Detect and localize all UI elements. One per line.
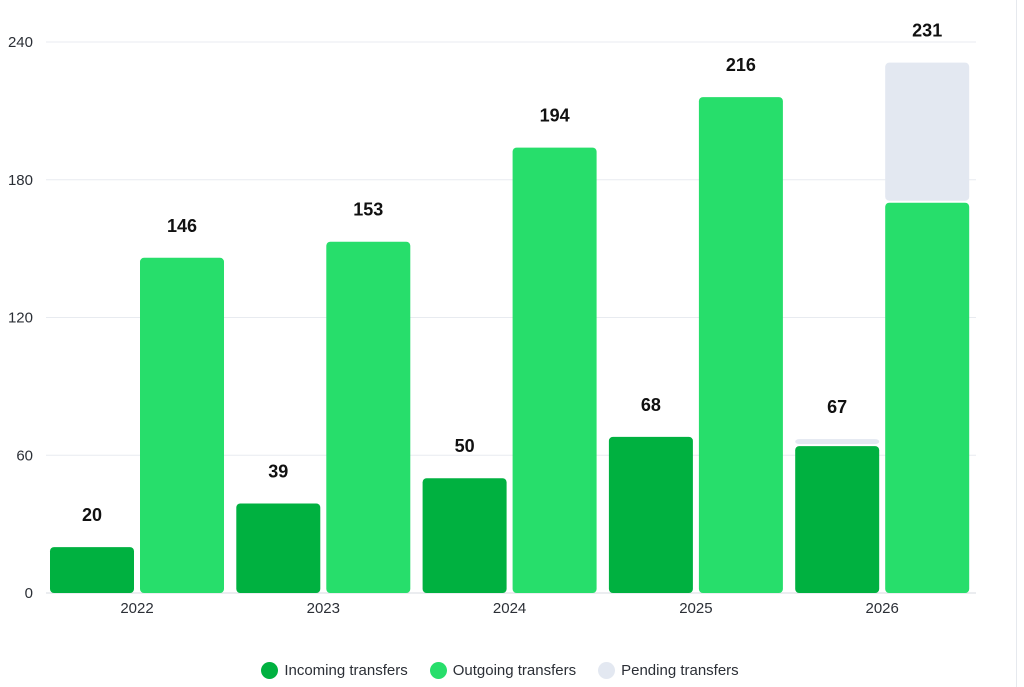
y-tick-label: 180 <box>8 172 33 189</box>
legend-item-pending[interactable]: Pending transfers <box>598 661 739 679</box>
x-tick-label: 2026 <box>866 600 899 617</box>
legend-swatch-pending <box>598 661 616 679</box>
bar-outgoing-transfers <box>885 202 970 594</box>
bar-outgoing-transfers <box>698 97 783 593</box>
legend-item-outgoing[interactable]: Outgoing transfers <box>429 661 577 679</box>
legend-item-incoming[interactable]: Incoming transfers <box>261 661 408 679</box>
bar-value-label: 68 <box>641 395 661 415</box>
legend-label-outgoing: Outgoing transfers <box>452 661 577 679</box>
bar-incoming-transfers <box>608 436 693 593</box>
bar-value-label: 67 <box>827 397 847 417</box>
x-tick-label: 2025 <box>679 600 712 617</box>
y-tick-label: 240 <box>8 34 33 51</box>
bar-value-label: 231 <box>912 21 942 41</box>
bar-value-label: 39 <box>268 461 288 481</box>
bar-incoming-transfers <box>422 478 507 593</box>
bar-value-label: 146 <box>167 216 197 236</box>
legend-label-pending: Pending transfers <box>621 661 739 679</box>
bar-chart: 0 60 120 180 240 20 146 2022 39 153 2023 50 194 2024 6… <box>8 21 976 617</box>
right-divider <box>1016 0 1017 687</box>
legend-swatch-outgoing <box>429 661 447 679</box>
x-tick-label: 2022 <box>120 600 153 617</box>
bar-value-label: 194 <box>540 106 570 126</box>
y-tick-label: 0 <box>25 585 33 602</box>
y-tick-label: 60 <box>16 447 33 464</box>
bar-value-label: 216 <box>726 55 756 75</box>
legend-label-incoming: Incoming transfers <box>284 661 408 679</box>
bar-pending-segment <box>795 439 880 445</box>
bar-incoming-transfers <box>236 503 321 593</box>
bar-value-label: 20 <box>82 505 102 525</box>
bar-outgoing-transfers <box>140 257 224 593</box>
bar-outgoing-transfers <box>326 241 411 594</box>
bar-outgoing-transfers <box>512 147 597 593</box>
x-tick-label: 2023 <box>307 600 340 617</box>
y-tick-label: 120 <box>8 310 33 327</box>
bar-value-label: 153 <box>353 200 383 220</box>
x-tick-label: 2024 <box>493 600 526 617</box>
bar-pending-segment <box>885 62 970 201</box>
bar-incoming-transfers <box>50 547 134 593</box>
legend: Incoming transfers Outgoing transfers Pe… <box>0 656 1000 684</box>
legend-swatch-incoming <box>261 661 279 679</box>
bar-value-label: 50 <box>455 436 475 456</box>
bar-incoming-transfers <box>795 446 880 593</box>
